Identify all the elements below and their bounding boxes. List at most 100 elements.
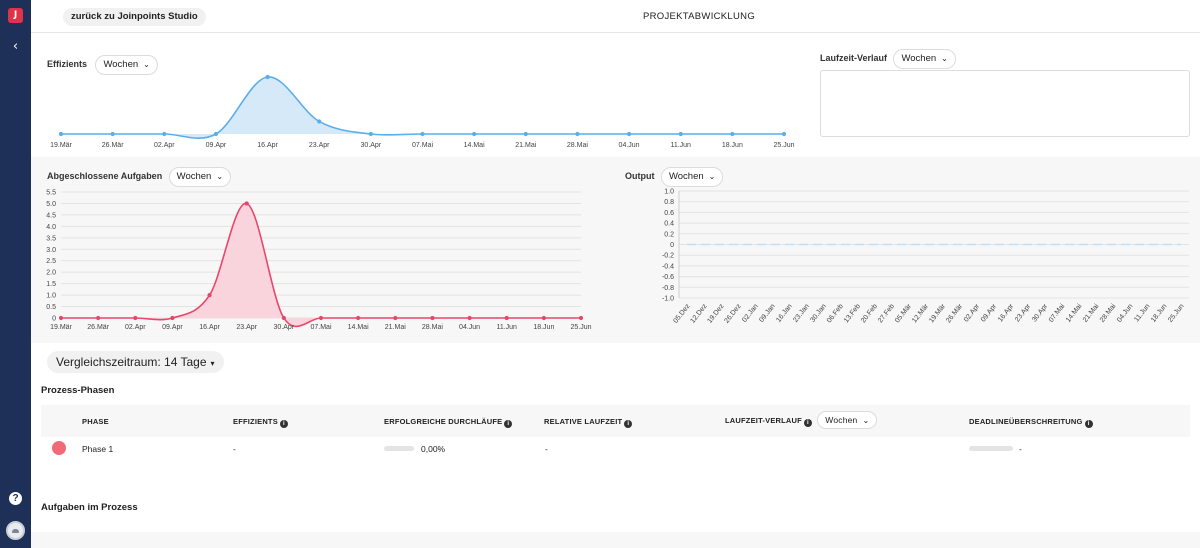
x-tick-label: 26.Mär (945, 302, 964, 324)
runtime-history-chart (820, 70, 1190, 137)
data-point (356, 315, 361, 321)
phase-name: Phase 1 (82, 444, 114, 454)
runtime-history-period-select[interactable]: Wochen ⌄ (893, 49, 956, 69)
x-tick-label: 20.Feb (860, 303, 879, 325)
data-point (110, 131, 115, 137)
efficiency-header: Effizients Wochen ⌄ (47, 54, 158, 75)
compare-period-label: Vergleichszeitraum: 14 Tage (56, 355, 207, 369)
y-tick-label: 1.5 (46, 281, 56, 288)
completed-tasks-label: Abgeschlossene Aufgaben (47, 171, 163, 181)
info-icon[interactable]: i (803, 419, 812, 427)
y-tick-label: 2.0 (46, 270, 56, 277)
x-tick-label: 09.Jan (758, 303, 777, 324)
x-tick-label: 07.Mai (310, 324, 331, 331)
x-tick-label: 07.Mai (1048, 303, 1067, 324)
chevron-left-icon[interactable]: ‹ (12, 39, 19, 54)
col-deadline-label: DEADLINEÜBERSCHREITUNG (969, 417, 1083, 426)
app-logo[interactable]: J (8, 8, 23, 23)
runtime-history-period-value: Wochen (901, 53, 937, 64)
x-tick-label: 09.Apr (162, 324, 183, 331)
data-point (133, 315, 138, 321)
data-point (626, 131, 632, 137)
y-tick-label: 0.4 (664, 221, 674, 228)
phase-relative-runtime: - (545, 444, 548, 454)
completed-tasks-period-value: Wochen (176, 171, 212, 182)
col-phase: PHASE (82, 417, 109, 426)
info-icon[interactable]: i (504, 420, 513, 428)
x-tick-label: 16.Apr (199, 324, 220, 331)
phase-deadline: - (1019, 444, 1022, 454)
avatar[interactable] (6, 521, 25, 540)
col-efficiency: EFFIZIENTS i (233, 417, 288, 428)
y-tick-label: 3.5 (46, 235, 56, 242)
data-point (170, 315, 175, 321)
efficiency-label: Effizients (47, 59, 88, 69)
x-tick-label: 04.Jun (1116, 303, 1135, 324)
info-icon[interactable]: i (624, 420, 633, 428)
back-to-studio-button[interactable]: zurück zu Joinpoints Studio (63, 8, 206, 26)
x-tick-label: 26.Mär (102, 142, 124, 149)
phases-table-header: PHASE EFFIZIENTS i ERFOLGREICHE DURCHLÄUF… (41, 405, 1190, 437)
data-point (523, 131, 528, 137)
output-period-value: Wochen (668, 171, 704, 182)
x-tick-label: 06.Feb (826, 303, 845, 325)
data-point (541, 315, 546, 321)
y-tick-label: -0.8 (662, 285, 674, 292)
y-tick-label: 0.6 (664, 210, 674, 217)
info-icon[interactable]: i (1084, 420, 1093, 428)
x-tick-label: 26.Mär (87, 324, 109, 331)
data-point (504, 315, 509, 321)
phase-efficiency: - (233, 444, 236, 454)
data-point (244, 201, 249, 206)
x-tick-label: 26.Dez (724, 303, 743, 325)
x-tick-label: 27.Feb (877, 303, 896, 325)
info-icon[interactable]: i (279, 420, 288, 428)
tasks-in-process-title: Aufgaben im Prozess (41, 502, 138, 513)
compare-period-button[interactable]: Vergleichszeitraum: 14 Tage ▾ (47, 351, 224, 373)
completed-tasks-header: Abgeschlossene Aufgaben Wochen ⌄ (47, 166, 232, 187)
x-tick-label: 16.Apr (997, 302, 1016, 323)
chevron-down-icon: ⌄ (216, 172, 224, 181)
data-point (467, 315, 472, 321)
x-tick-label: 30.Apr (274, 324, 295, 331)
y-tick-label: 4.0 (46, 224, 56, 231)
x-tick-label: 04.Jun (459, 324, 480, 331)
y-tick-label: 5.5 (46, 190, 56, 197)
x-tick-label: 04.Jun (619, 142, 640, 149)
col-runtime-history-label: LAUFZEIT-VERLAUF (725, 416, 802, 425)
main-content: zurück zu Joinpoints Studio PROJEKTABWIC… (31, 0, 1200, 548)
y-tick-label: 3.0 (46, 247, 56, 254)
phases-runtime-select[interactable]: Wochen ⌄ (817, 411, 878, 429)
x-tick-label: 18.Jun (533, 324, 554, 331)
runtime-history-header: Laufzeit-Verlauf Wochen ⌄ (820, 48, 956, 69)
data-point (472, 131, 477, 137)
x-tick-label: 13.Feb (843, 303, 862, 325)
y-tick-label: 1.0 (46, 293, 56, 300)
data-point (578, 315, 584, 321)
help-icon[interactable]: ? (9, 492, 22, 505)
output-period-select[interactable]: Wochen ⌄ (660, 167, 724, 187)
data-point (162, 131, 167, 137)
x-tick-label: 02.Jan (741, 303, 760, 324)
data-point (575, 131, 580, 137)
x-tick-label: 23.Apr (309, 142, 330, 149)
y-tick-label: 0 (670, 242, 674, 249)
col-deadline: DEADLINEÜBERSCHREITUNG i (969, 417, 1093, 428)
output-header: Output Wochen ⌄ (625, 166, 724, 187)
x-tick-label: 09.Apr (980, 302, 999, 323)
col-phase-label: PHASE (82, 417, 109, 426)
data-point (678, 131, 683, 137)
efficiency-period-select[interactable]: Wochen ⌄ (95, 55, 158, 75)
x-tick-label: 19.Mär (50, 142, 72, 149)
x-tick-label: 25.Jun (1167, 303, 1186, 324)
completed-tasks-period-select[interactable]: Wochen ⌄ (168, 167, 232, 187)
y-tick-label: -0.4 (662, 263, 674, 270)
x-tick-label: 07.Mai (412, 142, 433, 149)
x-tick-label: 23.Apr (1014, 302, 1033, 323)
col-success-runs: ERFOLGREICHE DURCHLÄUFE i (384, 417, 513, 428)
x-tick-label: 30.Apr (1031, 302, 1050, 323)
output-chart: -1.0 -0.8 -0.6 -0.4 -0.2 0 0.2 0.4 0.6 0.8 1.0 05.D… (662, 189, 1189, 325)
x-tick-label: 05.Dez (672, 303, 691, 325)
caret-down-icon: ▾ (210, 359, 215, 368)
x-tick-label: 21.Mai (385, 324, 406, 331)
